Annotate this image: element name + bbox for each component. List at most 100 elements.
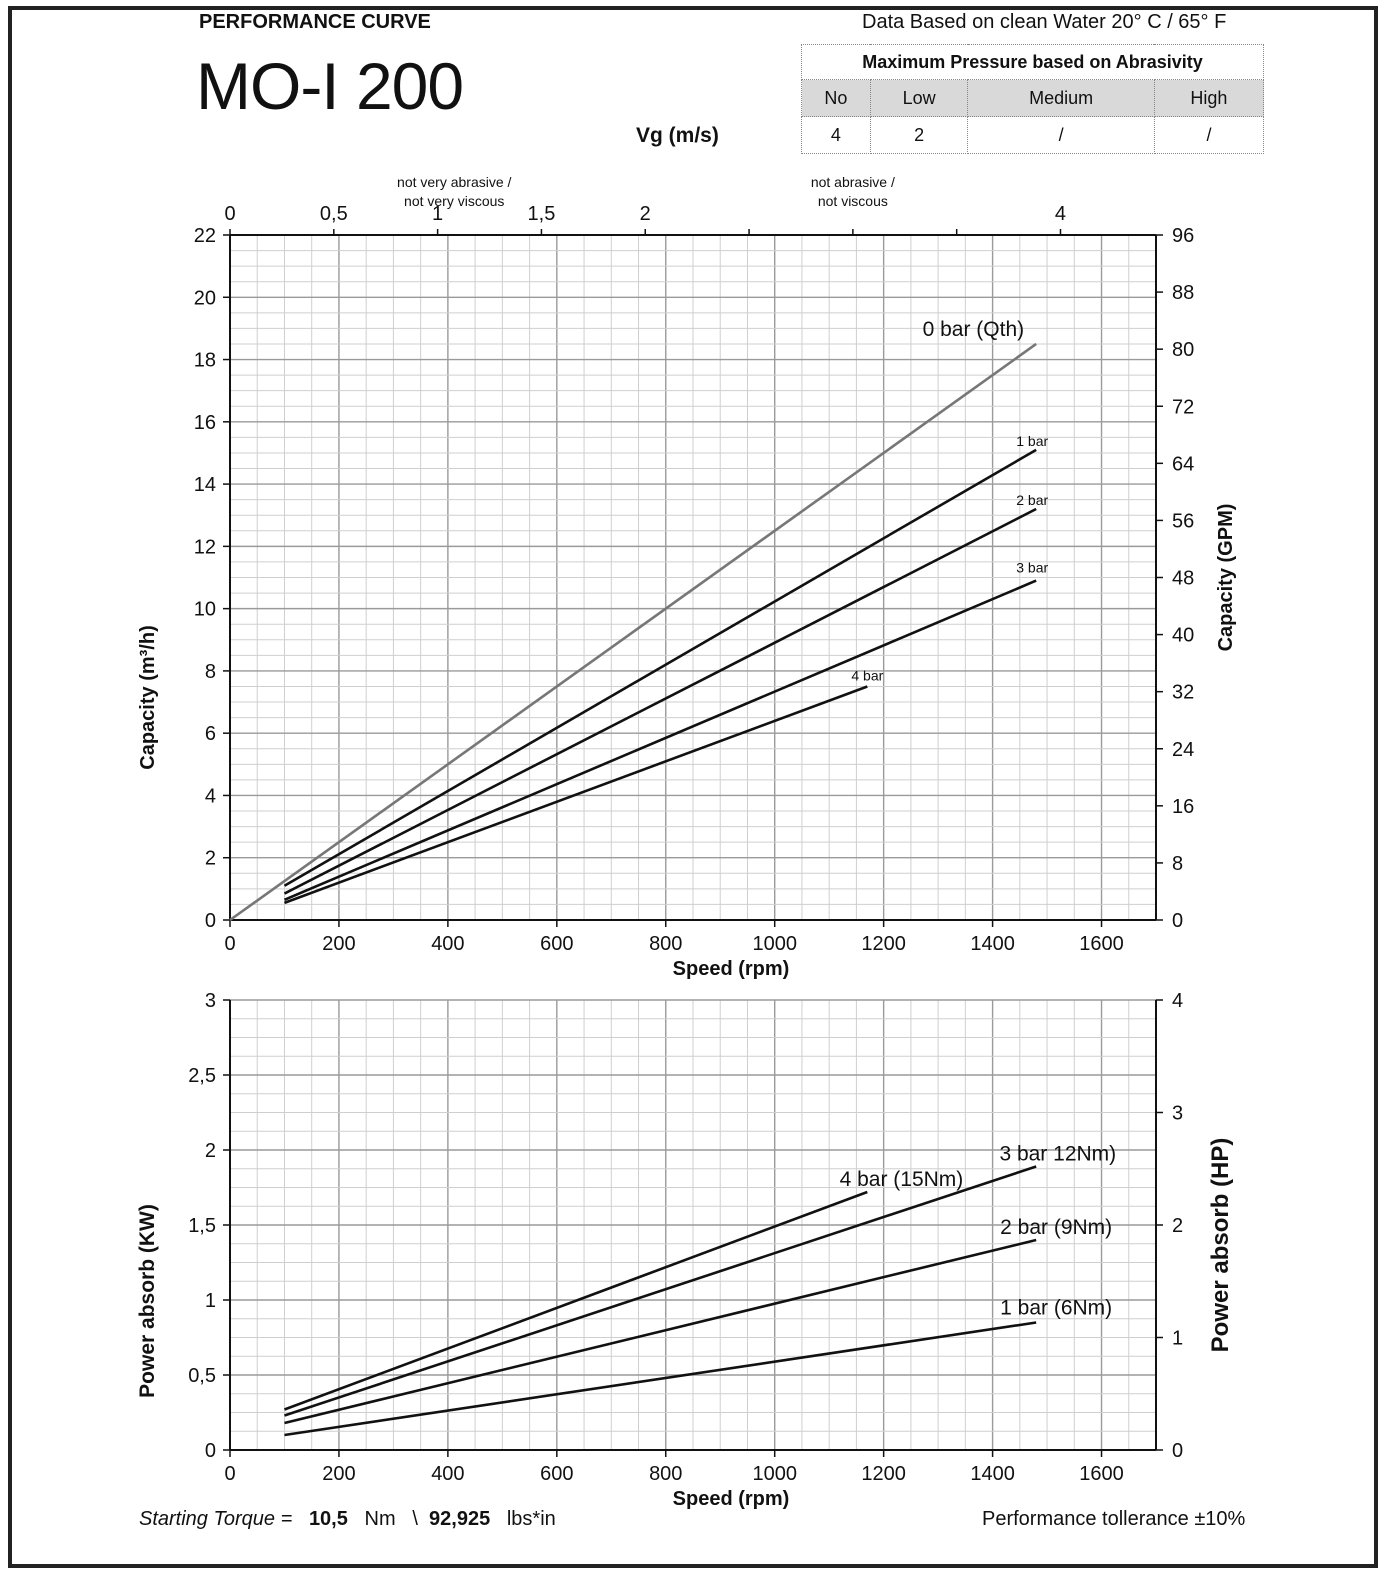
capacity-y-tick-label: 12 — [194, 536, 216, 558]
power-series-line-0 — [284, 1190, 868, 1411]
capacity-series-line-3 — [283, 579, 1037, 901]
water-note: Data Based on clean Water 20° C / 65° F — [862, 11, 1227, 33]
capacity-y-tick-label: 18 — [194, 350, 216, 372]
capacity-y-axis-title: Capacity (m³/h) — [137, 625, 159, 769]
torque-separator: \ — [412, 1508, 418, 1530]
capacity-x-tick-label: 1200 — [861, 933, 906, 955]
capacity-y-tick-label: 20 — [194, 287, 216, 309]
pressure-no: 4 — [801, 116, 871, 154]
capacity-x-tick-label: 200 — [322, 933, 355, 955]
starting-torque-label: Starting Torque = — [139, 1508, 293, 1530]
capacity-series-label-2: 2 bar — [1016, 492, 1048, 508]
pressure-high: / — [1153, 116, 1265, 154]
power-series-line-3 — [284, 1321, 1037, 1437]
capacity-y2-tick-label: 16 — [1172, 796, 1194, 818]
power-y2-tick-label: 3 — [1172, 1103, 1183, 1125]
capacity-x-tick-label: 1000 — [752, 933, 797, 955]
capacity-x-tick-label: 800 — [649, 933, 682, 955]
power-y2-tick-label: 4 — [1172, 990, 1183, 1012]
abrasivity-low: Low — [869, 79, 969, 117]
vg-tick-label: 2 — [640, 203, 651, 225]
power-x-tick-label: 1400 — [970, 1463, 1015, 1485]
capacity-y2-tick-label: 40 — [1172, 625, 1194, 647]
vg-annotation-0: not very viscous — [404, 193, 504, 209]
capacity-series-line-0 — [229, 342, 1037, 922]
power-y-tick-label: 0 — [205, 1440, 216, 1462]
vg-annotation-0: not very abrasive / — [397, 174, 511, 190]
capacity-y2-tick-label: 32 — [1172, 682, 1194, 704]
capacity-x-axis-title: Speed (rpm) — [673, 958, 790, 980]
power-y2-tick-label: 2 — [1172, 1215, 1183, 1237]
vg-tick-label: 0,5 — [320, 203, 348, 225]
power-y-tick-label: 3 — [205, 990, 216, 1012]
power-x-tick-label: 1600 — [1079, 1463, 1124, 1485]
capacity-y-tick-label: 14 — [194, 474, 216, 496]
capacity-y-tick-label: 0 — [205, 910, 216, 932]
capacity-x-tick-label: 0 — [224, 933, 235, 955]
pressure-table: Maximum Pressure based on Abrasivity No … — [801, 44, 1265, 154]
power-y2-axis-title: Power absorb (HP) — [1207, 1138, 1234, 1353]
capacity-y2-axis-title: Capacity (GPM) — [1215, 504, 1237, 652]
vg-annotation-1: not viscous — [818, 193, 888, 209]
power-series-label-0: 4 bar (15Nm) — [840, 1168, 964, 1191]
starting-torque: Starting Torque = 10,5 Nm \ 92,925 lbs*i… — [139, 1508, 556, 1531]
power-y-axis-title: Power absorb (KW) — [136, 1204, 159, 1398]
capacity-x-tick-label: 1400 — [970, 933, 1015, 955]
capacity-x-tick-label: 1600 — [1079, 933, 1124, 955]
capacity-series-label-0: 0 bar (Qth) — [923, 318, 1025, 341]
power-y2-tick-label: 0 — [1172, 1440, 1183, 1462]
capacity-y-tick-label: 2 — [205, 848, 216, 870]
capacity-y2-tick-label: 8 — [1172, 853, 1183, 875]
capacity-y-tick-label: 16 — [194, 412, 216, 434]
capacity-series-line-4 — [284, 685, 868, 905]
power-x-tick-label: 200 — [322, 1463, 355, 1485]
power-y-tick-label: 0,5 — [188, 1365, 216, 1387]
power-y-tick-label: 1,5 — [188, 1215, 216, 1237]
power-series-label-1: 3 bar 12Nm) — [999, 1143, 1116, 1166]
power-x-tick-label: 800 — [649, 1463, 682, 1485]
capacity-y-tick-label: 8 — [205, 661, 216, 683]
power-y-tick-label: 2,5 — [188, 1065, 216, 1087]
capacity-y2-tick-label: 88 — [1172, 282, 1194, 304]
capacity-y-tick-label: 10 — [194, 599, 216, 621]
capacity-y2-tick-label: 72 — [1172, 396, 1194, 418]
vg-axis-title: Vg (m/s) — [636, 124, 719, 147]
vg-annotation-1: not abrasive / — [811, 174, 895, 190]
starting-torque-nm-unit: Nm — [364, 1508, 396, 1530]
power-series-label-3: 1 bar (6Nm) — [1000, 1297, 1112, 1320]
pressure-table-title: Maximum Pressure based on Abrasivity — [801, 44, 1264, 80]
capacity-y2-tick-label: 96 — [1172, 225, 1194, 247]
header-label: PERFORMANCE CURVE — [199, 11, 431, 33]
power-x-tick-label: 1000 — [752, 1463, 797, 1485]
power-y-tick-label: 1 — [205, 1290, 216, 1312]
capacity-x-tick-label: 400 — [431, 933, 464, 955]
vg-tick-label: 1,5 — [528, 203, 556, 225]
power-x-tick-label: 600 — [540, 1463, 573, 1485]
page-frame — [8, 6, 1378, 1568]
capacity-series-line-2 — [283, 507, 1037, 895]
power-x-tick-label: 400 — [431, 1463, 464, 1485]
capacity-y-tick-label: 4 — [205, 785, 216, 807]
power-series-line-2 — [284, 1238, 1037, 1425]
capacity-y-tick-label: 6 — [205, 723, 216, 745]
capacity-y2-tick-label: 56 — [1172, 510, 1194, 532]
capacity-y2-tick-label: 24 — [1172, 739, 1194, 761]
capacity-series-line-1 — [283, 448, 1037, 887]
vg-tick-label: 1 — [432, 203, 443, 225]
capacity-y2-tick-label: 48 — [1172, 568, 1194, 590]
pressure-low: 2 — [869, 116, 969, 154]
power-x-tick-label: 1200 — [861, 1463, 906, 1485]
power-y2-tick-label: 1 — [1172, 1328, 1183, 1350]
power-y-tick-label: 2 — [205, 1140, 216, 1162]
power-x-tick-label: 0 — [224, 1463, 235, 1485]
abrasivity-high: High — [1153, 79, 1265, 117]
capacity-series-label-1: 1 bar — [1016, 433, 1048, 449]
capacity-y2-tick-label: 64 — [1172, 453, 1194, 475]
starting-torque-lbs: 92,925 — [429, 1508, 491, 1530]
starting-torque-lbs-unit: lbs*in — [506, 1508, 556, 1530]
power-x-axis-title: Speed (rpm) — [673, 1488, 790, 1510]
model-title: MO-I 200 — [196, 49, 464, 123]
abrasivity-no: No — [801, 79, 871, 117]
capacity-x-tick-label: 600 — [540, 933, 573, 955]
